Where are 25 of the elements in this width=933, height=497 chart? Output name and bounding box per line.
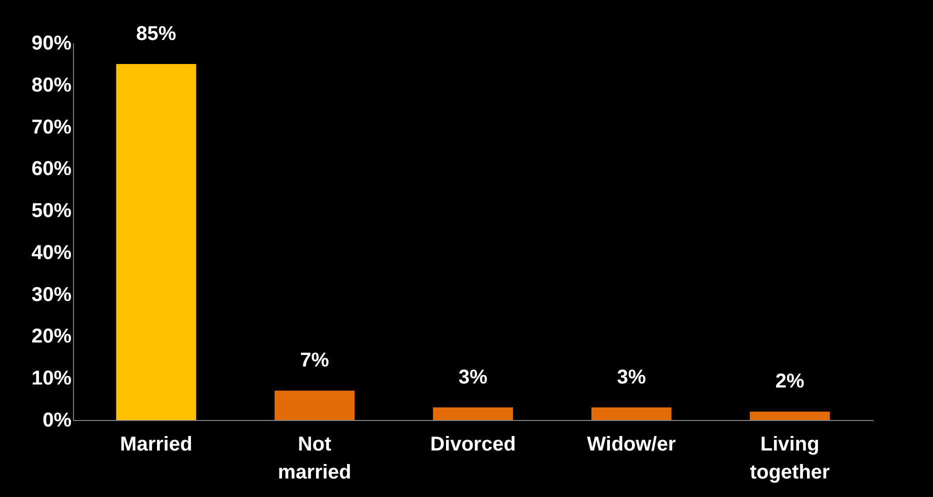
data-label: 2% [775, 370, 804, 393]
x-tick-label: Living together [750, 434, 830, 484]
y-tick-label: 80% [31, 74, 72, 96]
data-label: 7% [300, 350, 330, 372]
bar [591, 407, 672, 420]
y-tick-label: 90% [31, 32, 72, 54]
y-tick-label: 20% [31, 326, 72, 348]
y-tick-label: 40% [31, 242, 72, 264]
data-label: 3% [458, 366, 488, 388]
x-tick-label: Divorced [430, 434, 516, 456]
y-tick-label: 60% [31, 158, 72, 180]
data-label: 85% [136, 22, 176, 45]
y-tick-label: 0% [42, 410, 72, 432]
x-tick-label: Married [120, 434, 192, 456]
y-tick-label: 50% [31, 200, 72, 222]
bar [116, 64, 196, 420]
data-label: 3% [616, 366, 646, 388]
y-tick-label: 70% [31, 116, 72, 138]
y-tick-label: 30% [31, 284, 72, 306]
bar [433, 407, 513, 420]
x-tick-label: Widow/er [587, 434, 676, 456]
bar [274, 390, 355, 420]
x-tick-label: Not married [278, 434, 352, 484]
bar [750, 412, 830, 420]
y-tick-label: 10% [31, 368, 72, 390]
